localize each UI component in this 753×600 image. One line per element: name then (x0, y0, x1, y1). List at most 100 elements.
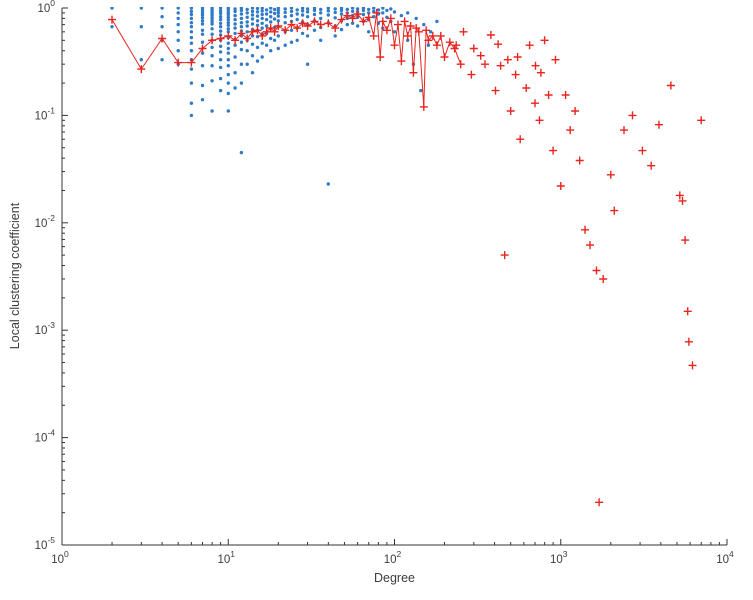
point-marker (392, 30, 397, 34)
point-marker (264, 8, 269, 12)
plus-marker (445, 38, 454, 47)
point-marker (295, 38, 299, 42)
point-marker (250, 17, 255, 21)
point-marker (239, 25, 244, 29)
point-marker (272, 7, 277, 12)
plus-marker (491, 86, 500, 95)
point-marker (239, 12, 244, 16)
point-marker (345, 7, 349, 12)
point-marker (250, 22, 255, 26)
plus-marker (394, 20, 402, 29)
point-marker (305, 62, 310, 66)
point-marker (264, 17, 269, 22)
point-marker (226, 21, 230, 25)
point-marker (233, 26, 237, 30)
point-marker (406, 11, 410, 15)
point-marker (419, 88, 423, 93)
plus-marker (397, 57, 406, 66)
point-marker (218, 25, 223, 29)
point-marker (422, 22, 426, 27)
point-marker (435, 19, 439, 24)
point-marker (250, 54, 255, 58)
plus-marker (337, 15, 346, 24)
plus-marker (158, 34, 167, 43)
point-marker (200, 19, 205, 23)
plus-marker (459, 27, 468, 36)
point-marker (250, 34, 255, 38)
point-marker (226, 63, 230, 68)
point-marker (200, 8, 205, 13)
point-marker (189, 81, 194, 85)
plus-marker (536, 68, 545, 77)
plus-marker (500, 251, 509, 260)
point-marker (233, 7, 237, 11)
plus-marker (174, 58, 183, 67)
plus-marker (187, 58, 196, 67)
plus-marker (522, 84, 531, 92)
plus-marker (253, 26, 262, 35)
point-marker (218, 76, 223, 81)
plus-marker (525, 41, 534, 50)
point-marker (218, 58, 223, 62)
point-marker (276, 11, 280, 15)
plus-marker (599, 275, 608, 283)
point-marker (218, 15, 223, 19)
point-marker (426, 43, 431, 47)
point-marker (361, 12, 366, 17)
point-marker (176, 49, 180, 53)
point-marker (245, 30, 249, 34)
point-marker (319, 7, 323, 12)
point-marker (189, 41, 194, 45)
point-marker (260, 26, 264, 30)
point-marker (210, 45, 214, 50)
point-marker (289, 7, 294, 10)
point-marker (189, 16, 194, 21)
plus-marker (551, 55, 560, 64)
point-marker (176, 16, 180, 21)
point-marker (139, 25, 143, 29)
plus-marker (310, 17, 319, 26)
point-marker (210, 54, 214, 58)
point-marker (218, 50, 223, 54)
point-marker (245, 15, 249, 19)
point-marker (260, 55, 264, 59)
point-marker (200, 98, 205, 102)
point-marker (245, 62, 249, 66)
plus-marker (424, 36, 433, 45)
point-marker (200, 32, 205, 36)
point-marker (189, 67, 194, 71)
point-marker (272, 38, 277, 42)
plus-marker (419, 102, 428, 111)
point-marker (264, 43, 269, 47)
plus-marker (303, 22, 312, 30)
point-marker (339, 12, 344, 16)
point-marker (276, 14, 280, 18)
plus-marker (372, 8, 381, 17)
point-marker (319, 16, 323, 21)
point-marker (276, 34, 280, 38)
point-marker (326, 13, 330, 17)
y-axis-title: Local clustering coefficient (8, 202, 22, 350)
point-marker (260, 41, 264, 45)
point-marker (361, 8, 366, 13)
plus-marker (571, 107, 580, 115)
plus-marker (647, 161, 656, 170)
point-marker (239, 81, 244, 85)
point-marker (218, 21, 223, 25)
plus-marker (316, 20, 325, 29)
point-marker (239, 47, 244, 52)
plus-marker (561, 91, 570, 99)
point-marker (239, 40, 244, 44)
series-group (108, 7, 706, 507)
point-marker (226, 46, 230, 51)
axis-ticks (61, 7, 728, 546)
plus-marker (540, 36, 549, 45)
point-marker (312, 8, 317, 13)
plus-marker (683, 307, 692, 316)
point-marker (176, 11, 180, 15)
series-line-average-clustering-line (111, 12, 462, 107)
plus-marker (409, 68, 418, 77)
point-marker (250, 71, 255, 75)
plus-marker (595, 498, 604, 507)
point-marker (305, 34, 310, 38)
